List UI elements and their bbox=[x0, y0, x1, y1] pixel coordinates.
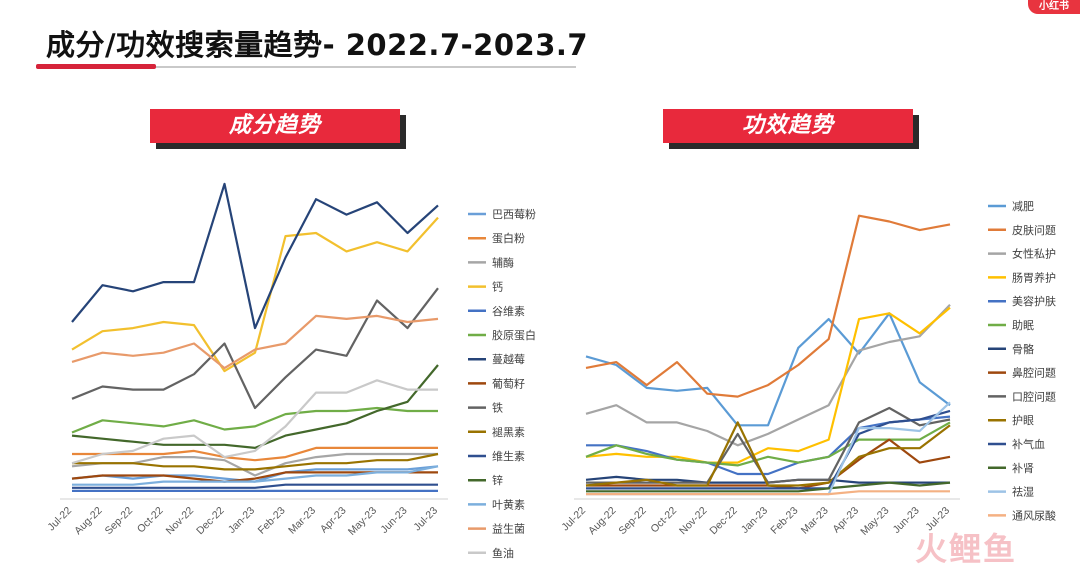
series-line bbox=[71, 314, 439, 370]
legend-label: 益生菌 bbox=[492, 522, 525, 536]
series-line bbox=[71, 406, 438, 434]
series-line bbox=[585, 312, 951, 427]
legend-label: 胶原蛋白 bbox=[492, 328, 536, 342]
legend-label: 皮肤问题 bbox=[1012, 223, 1056, 237]
legend-label: 减肥 bbox=[1012, 200, 1034, 213]
series-line bbox=[586, 409, 951, 490]
x-tick-label: Apr-23 bbox=[830, 505, 861, 536]
legend-label: 补肾 bbox=[1012, 462, 1034, 475]
x-tick-label: Jan-23 bbox=[739, 505, 770, 536]
series-line bbox=[72, 483, 438, 489]
legend-label: 鱼油 bbox=[492, 546, 514, 560]
x-tick-label: Aug-22 bbox=[586, 505, 619, 538]
series-line bbox=[71, 364, 439, 449]
legend-label: 谷维素 bbox=[492, 305, 525, 318]
x-tick-label: May-23 bbox=[858, 505, 891, 538]
legend-label: 铁 bbox=[492, 402, 503, 415]
x-tick-label: Feb-23 bbox=[768, 505, 800, 537]
legend-label: 骨骼 bbox=[1012, 342, 1034, 356]
series-line bbox=[72, 452, 439, 471]
legend-label: 辅酶 bbox=[492, 255, 514, 269]
x-tick-label: Jul-22 bbox=[559, 505, 588, 534]
legend-label: 锌 bbox=[492, 473, 503, 487]
page-title: 成分/功效搜索量趋势- 2022.7-2023.7 bbox=[46, 28, 589, 62]
x-tick-label: Sep-22 bbox=[616, 505, 649, 538]
series-line bbox=[585, 303, 951, 447]
efficacy-chart-banner: 功效趋势 bbox=[663, 109, 919, 149]
legend-label: 维生素 bbox=[492, 449, 525, 463]
legend-label: 护眼 bbox=[1012, 413, 1034, 427]
legend-label: 叶黄素 bbox=[492, 497, 525, 511]
series-line bbox=[71, 287, 439, 410]
legend-label: 口腔问题 bbox=[1012, 389, 1056, 403]
legend-label: 补气血 bbox=[1012, 437, 1045, 451]
x-tick-label: Mar-23 bbox=[799, 505, 831, 537]
series-line bbox=[586, 481, 951, 493]
legend-label: 女性私护 bbox=[1012, 247, 1056, 261]
legend-label: 祛湿 bbox=[1012, 485, 1034, 499]
series-line bbox=[72, 465, 439, 486]
legend-label: 肠胃养护 bbox=[1012, 270, 1056, 284]
legend-label: 鼻腔问题 bbox=[1012, 366, 1056, 380]
legend-label: 巴西莓粉 bbox=[492, 208, 536, 221]
legend-label: 蛋白粉 bbox=[492, 231, 525, 245]
watermark-logo: 火鲤鱼 bbox=[915, 530, 1018, 568]
x-tick-label: Oct-22 bbox=[648, 505, 679, 536]
legend-label: 美容护肤 bbox=[1012, 294, 1056, 308]
efficacy-chart-title: 功效趋势 bbox=[663, 109, 913, 143]
series-line bbox=[72, 446, 438, 462]
series-line bbox=[586, 490, 950, 496]
legend-label: 蔓越莓 bbox=[492, 352, 525, 366]
series-line bbox=[586, 406, 951, 484]
legend-label: 钙 bbox=[492, 280, 503, 294]
series-line bbox=[71, 182, 439, 330]
legend-label: 褪黑素 bbox=[492, 425, 525, 439]
ingredient-chart-banner: 成分趋势 bbox=[150, 109, 406, 149]
series-line bbox=[71, 379, 438, 465]
series-line bbox=[585, 421, 951, 487]
x-tick-label: Nov-22 bbox=[677, 505, 710, 538]
series-line bbox=[585, 214, 951, 398]
brand-badge: 小红书 bbox=[1028, 0, 1080, 14]
series-line bbox=[585, 306, 951, 464]
x-tick-label: Dec-22 bbox=[707, 505, 740, 538]
ingredient-chart-title: 成分趋势 bbox=[150, 109, 400, 143]
legend-label: 助眠 bbox=[1012, 318, 1034, 332]
title-underline-accent bbox=[36, 64, 156, 69]
legend-label: 葡萄籽 bbox=[492, 377, 525, 390]
series-line bbox=[71, 216, 439, 373]
legend-label: 通风尿酸 bbox=[1012, 508, 1056, 522]
title-underline bbox=[36, 66, 576, 68]
